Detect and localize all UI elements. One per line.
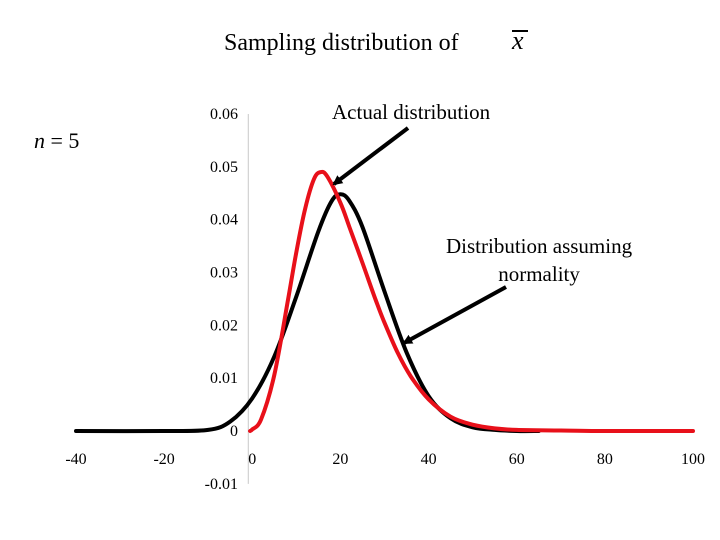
axes-layer: -0.01 0 0.01 0.02 0.03 0.04 0.05 0.06 -40 -20 0 20 4… [65, 106, 705, 493]
series-line-actual-distribution [248, 169, 695, 434]
arrow-actual [332, 126, 410, 186]
series-line-distribution-assuming-normality [74, 192, 541, 434]
x-tick-label: 20 [332, 451, 348, 468]
annotation-normal-line1: Distribution assuming [446, 234, 633, 258]
x-tick-label: 40 [421, 451, 437, 468]
x-tick-label: 100 [681, 451, 705, 468]
chart-title: Sampling distribution of [224, 30, 459, 56]
y-tick-label: 0.04 [210, 212, 238, 229]
arrow-layer [332, 126, 507, 345]
y-tick-label: 0.02 [210, 317, 238, 334]
series-layer [74, 169, 695, 434]
x-tick-label: 80 [597, 451, 613, 468]
arrow-normal [402, 285, 507, 345]
annotation-normal-distribution: Distribution assuming normality [446, 232, 632, 288]
y-tick-label: 0.06 [210, 106, 238, 123]
x-bar-symbol: x [512, 26, 524, 55]
sample-size-variable: n [34, 128, 45, 153]
y-tick-label: -0.01 [205, 476, 238, 493]
annotation-actual-distribution: Actual distribution [332, 100, 491, 124]
x-tick-label: -20 [153, 451, 174, 468]
x-tick-label: 0 [248, 451, 256, 468]
sample-size-label: n = 5 [34, 128, 79, 154]
sample-size-value: 5 [68, 128, 80, 153]
y-tick-label: 0 [230, 423, 238, 440]
x-tick-label: 60 [509, 451, 525, 468]
x-tick-label: -40 [65, 451, 86, 468]
y-tick-label: 0.01 [210, 370, 238, 387]
y-tick-label: 0.05 [210, 159, 238, 176]
y-tick-label: 0.03 [210, 265, 238, 282]
annotation-normal-line2: normality [498, 262, 580, 286]
x-bar-overline [512, 30, 528, 32]
sample-size-equals: = [45, 128, 69, 153]
